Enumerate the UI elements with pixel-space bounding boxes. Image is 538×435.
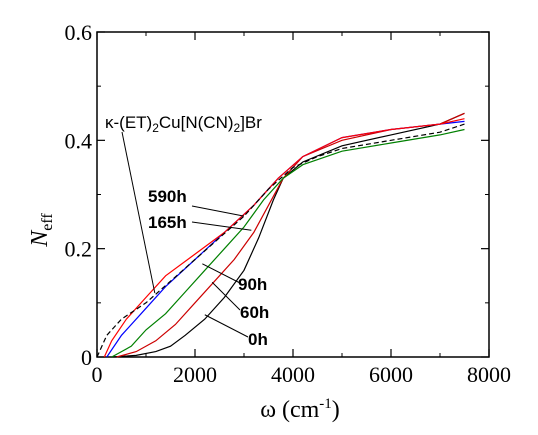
x-tick-label: 6000 xyxy=(369,362,413,387)
annotation-90h: 90h xyxy=(238,275,267,294)
annotation-pointers xyxy=(121,131,252,338)
x-tick-label: 0 xyxy=(92,362,103,387)
y-tick-label: 0.2 xyxy=(65,237,93,262)
x-axis: 0 2000 4000 6000 8000 xyxy=(92,32,511,387)
pointer-165h xyxy=(191,221,252,231)
series-line-60h xyxy=(116,112,465,358)
compound-label: κ-(ET)2Cu[N(CN)2]Br xyxy=(105,113,262,135)
series-line-0h xyxy=(111,112,465,358)
annotation-165h: 165h xyxy=(148,213,187,232)
series-line-165h xyxy=(106,120,465,358)
pointer-60h xyxy=(211,281,241,311)
y-tick-label: 0.6 xyxy=(65,20,93,45)
x-tick-label: 2000 xyxy=(173,362,217,387)
pointer-90h xyxy=(202,263,241,284)
series-group xyxy=(96,112,465,358)
x-tick-label: 4000 xyxy=(271,362,315,387)
y-axis-title: Neff xyxy=(27,213,56,248)
annotation-60h: 60h xyxy=(240,303,269,322)
y-axis: 0 0.2 0.4 0.6 xyxy=(65,20,489,370)
series-line-dashed xyxy=(96,123,465,358)
annotation-0h: 0h xyxy=(248,330,268,349)
x-tick-label: 8000 xyxy=(467,362,511,387)
y-tick-label: 0 xyxy=(81,345,92,370)
pointer-0h xyxy=(204,314,249,338)
series-line-590h xyxy=(103,118,465,358)
series-line-90h xyxy=(111,128,465,358)
y-tick-label: 0.4 xyxy=(65,128,93,153)
x-axis-title: ω (cm-1) xyxy=(260,396,340,423)
annotation-590h: 590h xyxy=(148,187,187,206)
pointer-compound xyxy=(121,131,156,294)
pointer-590h xyxy=(191,205,245,217)
